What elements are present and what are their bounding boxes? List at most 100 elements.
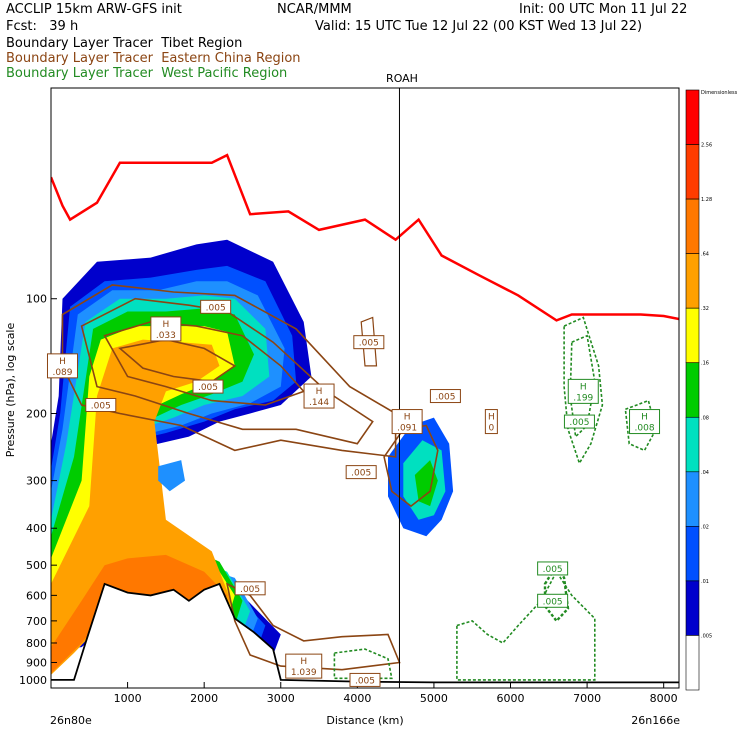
colorbar-swatch-3	[685, 253, 700, 309]
colorbar-swatch-6	[685, 416, 700, 473]
china-label-13-box	[349, 672, 381, 687]
colorbar-swatch-7	[685, 471, 700, 527]
wpac-label-2-text-0: H	[641, 413, 648, 423]
china-label-11-text-0: .005	[240, 585, 260, 595]
china-label-4: .005	[85, 397, 117, 412]
china-label-13-text-0: .005	[355, 676, 375, 686]
colorbar-swatch-2	[685, 198, 700, 254]
x-tick-label-2: 3000	[267, 692, 295, 705]
china-label-12-text-0: H	[300, 657, 307, 667]
tracer-fill-layer	[51, 239, 679, 688]
china-label-1-text-0: .005	[206, 303, 226, 313]
china-label-11-box	[234, 581, 266, 596]
plume-fill-11	[414, 460, 438, 507]
colorbar-level-1: 2.56	[701, 143, 712, 149]
x-right-label: 26n166e	[631, 714, 680, 727]
china-label-2-text-0: H	[59, 357, 66, 367]
wpac-label-3-box	[537, 561, 569, 576]
y-tick-label-0: 100	[26, 293, 47, 306]
y-tick-label-7: 800	[26, 637, 47, 650]
plot-frame	[50, 87, 680, 689]
china-label-7-text-0: .005	[435, 393, 455, 403]
x-tick-label-6: 7000	[573, 692, 601, 705]
china-label-7-box	[429, 389, 461, 404]
colorbar-swatch-8	[685, 526, 700, 582]
china-label-5-text-0: .005	[359, 339, 379, 349]
wpac-contour-04	[456, 570, 596, 681]
wpac-label-2-text-1: .008	[635, 424, 655, 434]
wpac-label-2: H.008	[629, 409, 661, 435]
terrain-fill	[51, 583, 679, 688]
china-label-8-text-1: .091	[397, 424, 417, 434]
x-tick-label-5: 6000	[497, 692, 525, 705]
china-label-6-box	[303, 383, 335, 409]
wpac-label-4: .005	[537, 593, 569, 608]
x-tick-label-0: 1000	[114, 692, 142, 705]
valid-time: Valid: 15 UTC Tue 12 Jul 22 (00 KST Wed …	[315, 19, 643, 34]
legend-china: Boundary Layer Tracer Eastern China Regi…	[6, 51, 301, 66]
colorbar-swatch-9	[685, 580, 700, 636]
x-axis-label: Distance (km)	[326, 714, 403, 727]
china-label-10-text-0: .005	[351, 469, 371, 479]
china-label-1-box	[200, 299, 232, 314]
y-tick-label-6: 700	[26, 615, 47, 628]
china-label-0-box	[150, 316, 182, 342]
y-axis-label: Pressure (hPa), log scale	[4, 323, 17, 458]
wpac-label-1-box	[563, 414, 595, 429]
org-label: NCAR/MMM	[277, 2, 352, 17]
y-tick-label-4: 500	[26, 559, 47, 572]
colorbar-level-10: .005	[701, 633, 712, 639]
china-label-8: H.091	[391, 409, 423, 435]
wpac-label-1-text-0: .005	[569, 418, 589, 428]
colorbar: Dimensionless 2.56 1.28 .64 .32 .16 .08 .04 .02.…	[685, 89, 738, 691]
colorbar-swatch-10	[685, 635, 700, 691]
colorbar-level-9: .01	[701, 579, 709, 585]
tropopause-line	[51, 153, 679, 322]
plume-fill-08	[51, 554, 228, 674]
wpac-contour-01	[563, 316, 604, 466]
china-label-2: H.089	[46, 353, 78, 379]
china-label-5: .005	[353, 335, 385, 350]
china-label-9-box	[484, 409, 498, 435]
axis-layer: 1000 2000 3000 4000 5000 6000 7000 800010020030…	[19, 293, 678, 705]
china-label-1: .005	[200, 299, 232, 314]
china-contour-06	[225, 582, 401, 671]
china-label-8-box	[391, 409, 423, 435]
china-label-0-text-1: .033	[156, 331, 176, 341]
china-label-9: H0	[484, 409, 498, 435]
china-label-4-box	[85, 397, 117, 412]
wpac-label-0-text-0: H	[580, 382, 587, 392]
x-left-label: 26n80e	[50, 714, 92, 727]
y-tick-label-5: 600	[26, 589, 47, 602]
colorbar-level-2: 1.28	[701, 197, 712, 203]
wpac-label-3-text-0: .005	[543, 565, 563, 575]
china-label-3-text-0: .005	[198, 383, 218, 393]
colorbar-level-5: .16	[701, 361, 709, 367]
label-layer: H.033.005H.089.005.005.005H.144.005H.091…	[46, 299, 661, 687]
wpac-label-0: H.199	[567, 378, 599, 404]
china-label-4-text-0: .005	[91, 401, 111, 411]
model-title: ACCLIP 15km ARW-GFS init	[6, 2, 182, 17]
colorbar-swatch-4	[685, 307, 700, 364]
y-tick-label-9: 1000	[19, 674, 47, 687]
colorbar-level-4: .32	[701, 306, 709, 312]
colorbar-swatch-0	[685, 89, 700, 145]
china-label-8-text-0: H	[404, 413, 411, 423]
legend-wpac: Boundary Layer Tracer West Pacific Regio…	[6, 66, 288, 81]
x-tick-label-3: 4000	[343, 692, 371, 705]
colorbar-level-3: .64	[701, 252, 709, 258]
china-label-3-box	[192, 379, 224, 394]
china-label-2-text-1: .089	[52, 368, 72, 378]
wpac-label-4-box	[537, 593, 569, 608]
plume-fill-12	[158, 460, 185, 492]
china-label-9-text-0: H	[488, 413, 495, 423]
china-label-9-text-1: 0	[488, 424, 494, 434]
wpac-contour-03	[624, 399, 657, 452]
china-contour-02	[80, 297, 374, 445]
colorbar-swatch-1	[685, 144, 700, 200]
wpac-contour-06	[333, 648, 393, 680]
marker-label: ROAH	[386, 72, 418, 85]
china-label-12-text-1: 1.039	[291, 668, 317, 678]
china-label-0: H.033	[150, 316, 182, 342]
